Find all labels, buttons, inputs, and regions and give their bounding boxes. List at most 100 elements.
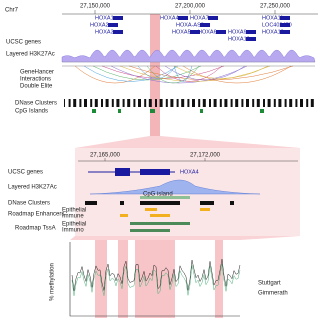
dnase-bar	[68, 99, 71, 107]
gene-name: HOXA3	[95, 29, 114, 35]
dnase-bar	[172, 99, 173, 107]
gene-model	[280, 30, 290, 34]
cpg-bar	[118, 109, 121, 113]
tick-label: 27,250,000	[260, 4, 291, 10]
dnase-bar	[289, 99, 293, 107]
gene-name: HOXA2	[90, 22, 109, 28]
track-label: CpG Islands	[15, 109, 48, 115]
dnase-bar	[278, 99, 282, 107]
gene-model	[246, 37, 256, 41]
dnase-bar	[295, 99, 298, 107]
cpg-label: CpG island	[143, 192, 173, 198]
gene-model	[280, 23, 290, 27]
dnase-bar	[284, 99, 287, 107]
methylation-line	[71, 263, 241, 296]
dnase-bar	[300, 99, 303, 107]
tick-label: 27,165,000	[90, 153, 121, 159]
gene-model	[178, 16, 188, 20]
track-label: Layered H3K27Ac	[8, 185, 57, 191]
dnase-bar	[165, 99, 168, 107]
gene-model	[280, 16, 290, 20]
dnase-bar	[74, 99, 76, 107]
tick-label: 27,200,000	[175, 4, 206, 10]
path	[119, 65, 271, 82]
dnase-bar	[111, 99, 114, 107]
dnase-bar	[269, 99, 271, 107]
dnase-bar	[64, 99, 65, 107]
path	[146, 65, 200, 84]
path	[83, 65, 179, 82]
gene-model	[113, 16, 123, 20]
region	[95, 240, 107, 318]
path	[128, 65, 294, 81]
dnase-bar	[301, 99, 303, 107]
dnase-bar	[116, 99, 120, 107]
gene-name: HOXA7	[190, 15, 209, 21]
dnase-bar	[247, 99, 249, 107]
track-label: Roadmap TssA	[15, 226, 56, 232]
dnase-bar	[198, 99, 201, 107]
dnase-bar	[127, 99, 131, 107]
dnase-bar	[85, 99, 87, 107]
dnase-bar	[138, 99, 141, 107]
layout	[61, 10, 318, 318]
dnase-bar	[219, 99, 222, 107]
dnase-bar	[263, 99, 265, 107]
sub-label: Immune	[62, 214, 84, 220]
exon	[140, 169, 170, 175]
axis-title: % methylation	[50, 263, 56, 301]
zoom-funnel	[70, 236, 300, 240]
dnase-bar	[122, 99, 125, 107]
dnase-bar	[90, 99, 93, 107]
dnase-bar	[193, 99, 195, 107]
dnase-bar	[96, 99, 98, 107]
dnase-bar	[79, 99, 82, 107]
sub-label: Epithelial	[62, 222, 86, 228]
enhancer	[150, 214, 170, 217]
path	[74, 65, 156, 84]
dnase-bar	[290, 99, 292, 107]
gene-name: HOXA13	[262, 29, 284, 35]
dnase-bar	[258, 99, 260, 107]
dnase-bar	[181, 99, 185, 107]
methylation-line	[71, 258, 241, 291]
dnase-bar	[273, 99, 276, 107]
region	[215, 240, 223, 318]
dnase-bar	[133, 99, 136, 107]
dnase-bar	[85, 201, 97, 205]
cpg-bar	[200, 109, 203, 113]
track-label: DNase Clusters	[15, 101, 57, 107]
dnase-bar	[101, 99, 103, 107]
dnase-bar	[306, 99, 309, 107]
track-label: GeneHancer	[20, 70, 54, 76]
zoom-funnel	[75, 136, 300, 148]
gene-name: HOXA-AS3	[176, 22, 204, 28]
gene-name: HOXA4	[180, 169, 199, 175]
track-label: UCSC genes	[6, 40, 41, 46]
dnase-bar	[94, 99, 98, 107]
gene-model	[208, 16, 218, 20]
gene-model	[108, 23, 118, 27]
tssa	[130, 229, 170, 232]
dnase-bar	[213, 99, 217, 107]
dnase-bar	[224, 99, 228, 107]
dnase-bar	[144, 99, 147, 107]
dnase-bar	[105, 99, 109, 107]
cpg-bar	[150, 109, 155, 113]
signal	[61, 49, 316, 63]
dnase-bar	[150, 99, 152, 107]
dnase-bar	[176, 99, 179, 107]
path	[155, 65, 223, 82]
gene-model	[113, 30, 123, 34]
dnase-bar	[84, 99, 87, 107]
gene-name: LOC402470	[262, 22, 292, 28]
dnase-bar	[120, 201, 124, 205]
gene-model	[216, 30, 226, 34]
dnase-bar	[187, 99, 190, 107]
legend-label: Gimmerath	[258, 291, 288, 297]
signal	[89, 179, 261, 195]
path	[110, 65, 248, 84]
gene-name: HOXA6	[198, 29, 217, 35]
dnase-bar	[155, 99, 157, 107]
tick-label: 27,150,000	[80, 4, 111, 10]
